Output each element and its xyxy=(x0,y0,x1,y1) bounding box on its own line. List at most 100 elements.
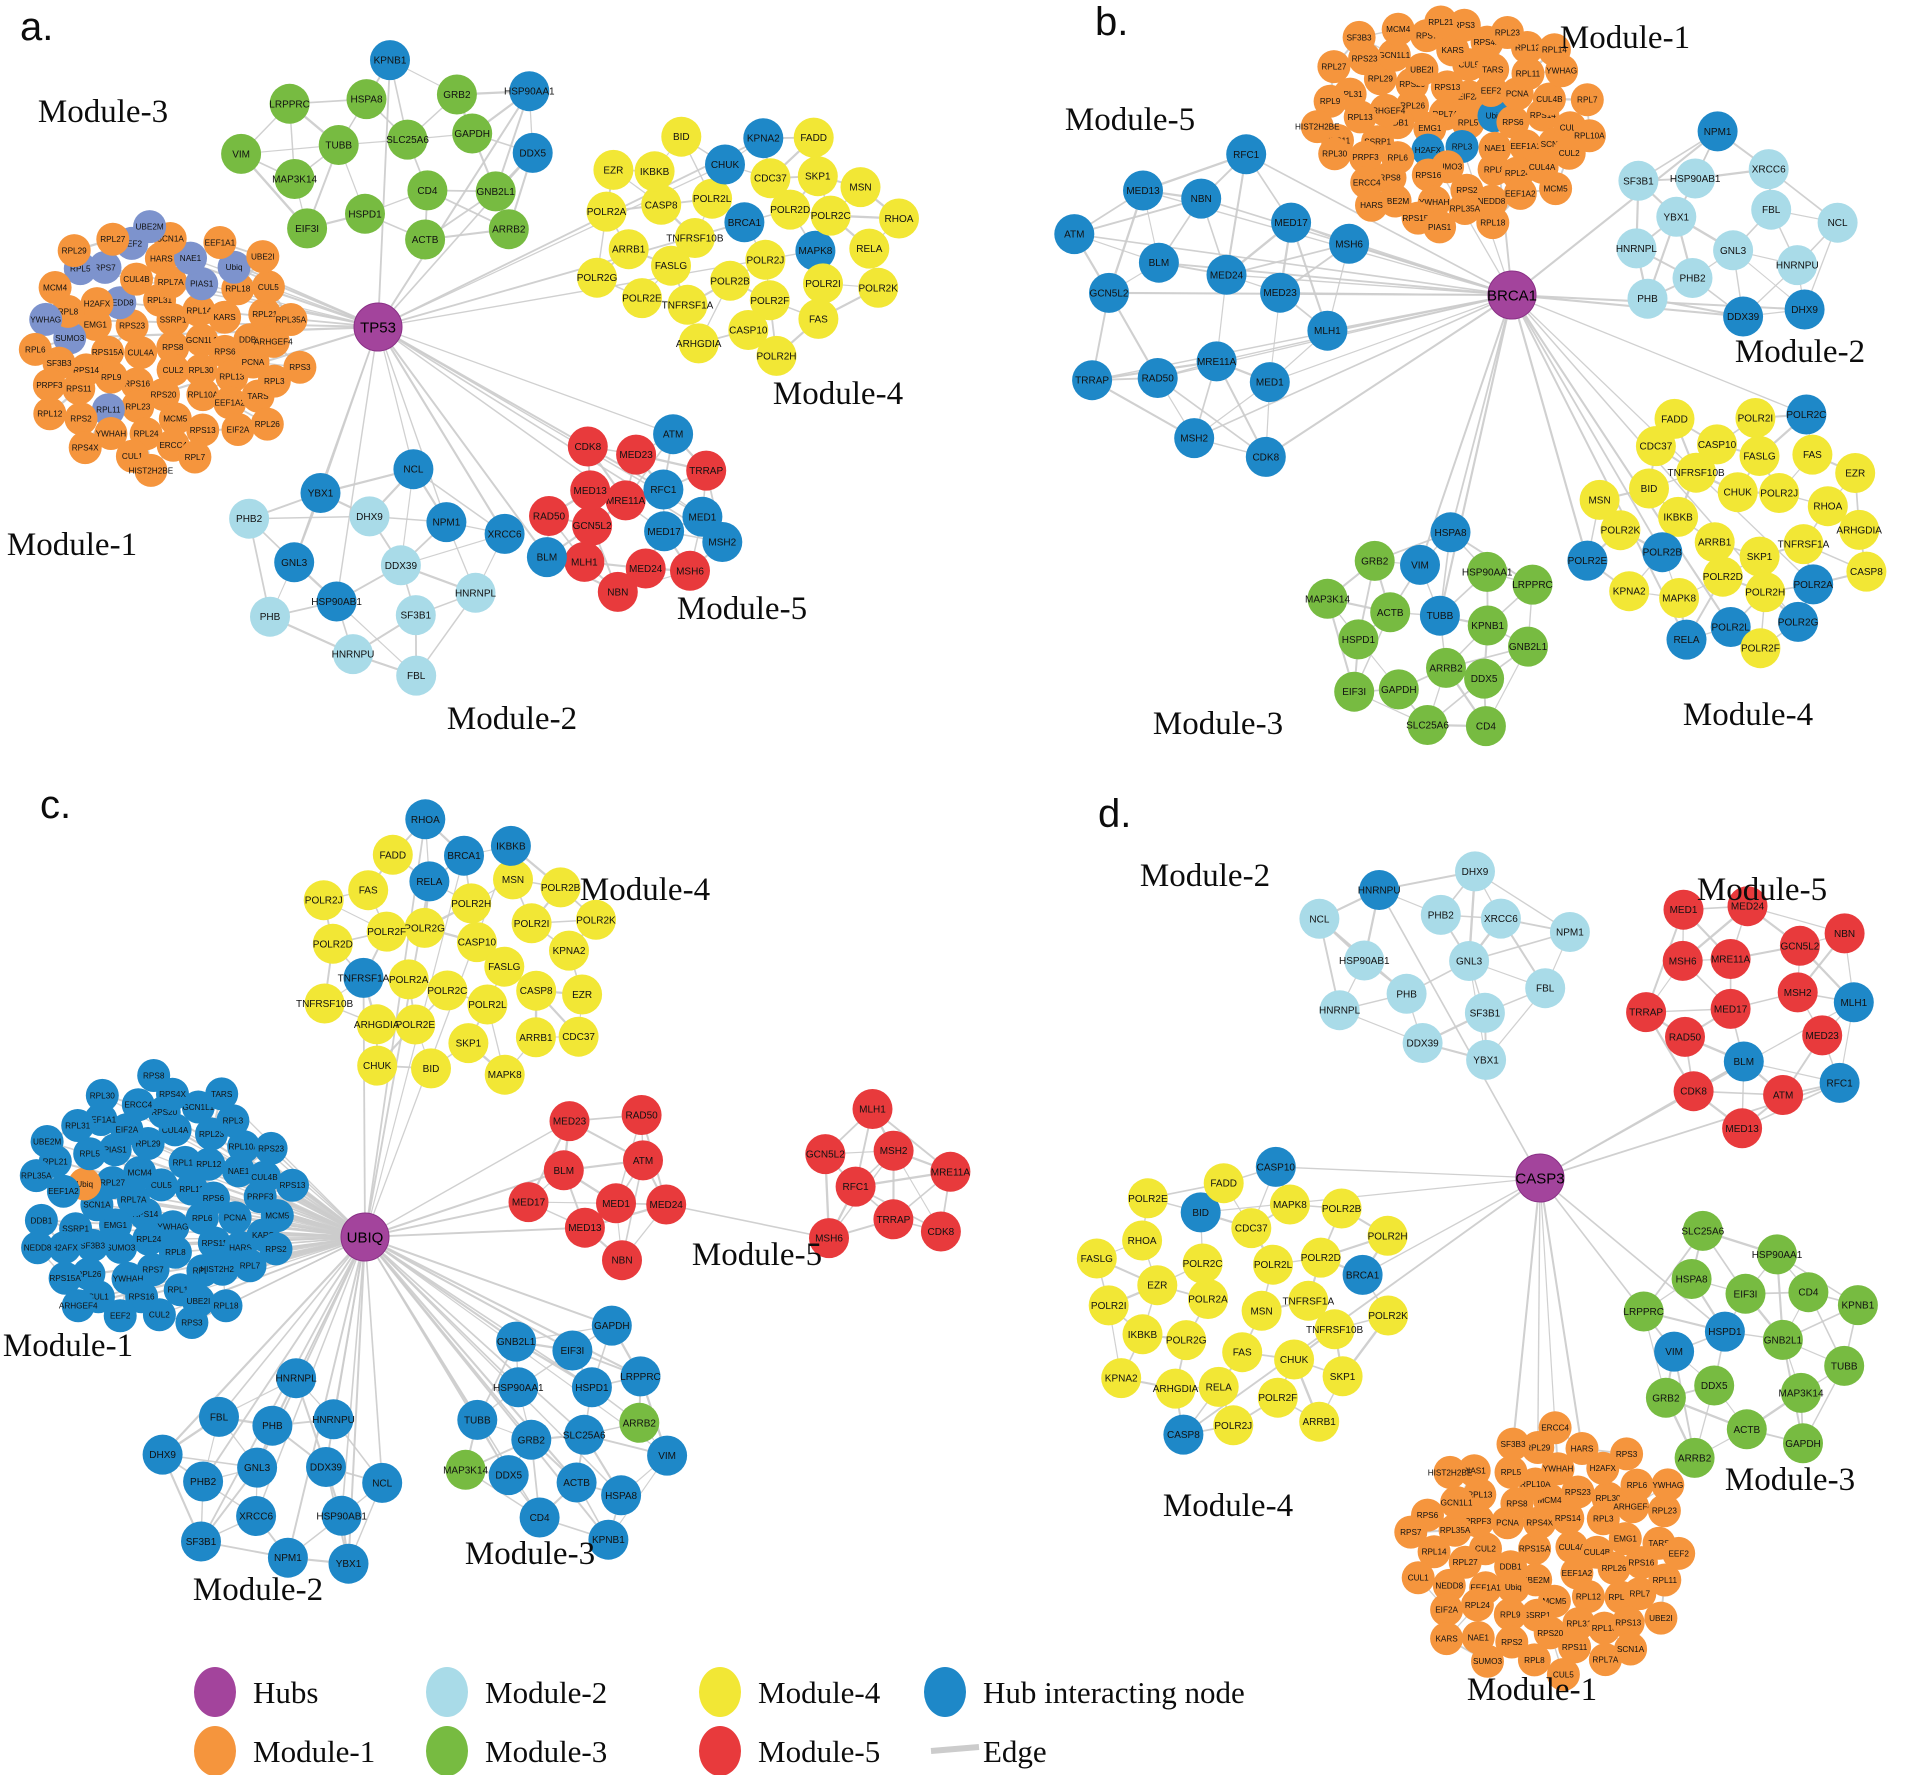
node-RAD50[interactable] xyxy=(529,496,569,536)
node-POLR2J[interactable] xyxy=(1759,473,1800,513)
node-CUL4B[interactable] xyxy=(120,262,153,296)
node-POLR2B[interactable] xyxy=(710,260,751,301)
node-PHB2[interactable] xyxy=(1672,258,1713,298)
node-TNFRSF1A[interactable] xyxy=(1783,524,1824,565)
node-RPS8[interactable] xyxy=(137,1059,171,1092)
node-POLR2A[interactable] xyxy=(586,191,627,232)
node-CD4[interactable] xyxy=(1788,1272,1829,1313)
node-RPL7[interactable] xyxy=(1570,83,1604,117)
node-EIF3I[interactable] xyxy=(1334,671,1375,712)
node-RAD50[interactable] xyxy=(621,1095,662,1135)
node-PRPF3[interactable] xyxy=(32,368,66,402)
node-EZR[interactable] xyxy=(1835,453,1876,493)
node-RPL14[interactable] xyxy=(1417,1535,1451,1569)
node-CUL4B[interactable] xyxy=(248,1160,281,1194)
node-SUMO3[interactable] xyxy=(104,1230,138,1264)
node-FASLG[interactable] xyxy=(484,946,525,987)
node-RFC1[interactable] xyxy=(1819,1062,1860,1103)
node-GCN1L1[interactable] xyxy=(1440,1486,1474,1519)
node-HNRNPL[interactable] xyxy=(1616,228,1657,269)
node-MED24[interactable] xyxy=(625,548,666,589)
node-GAPDH[interactable] xyxy=(1783,1423,1823,1464)
node-ARRB2[interactable] xyxy=(488,209,529,250)
node-RAD50[interactable] xyxy=(1137,358,1178,398)
node-RPL10A[interactable] xyxy=(227,1130,261,1164)
node-RPS2[interactable] xyxy=(64,402,98,436)
node-MLH1[interactable] xyxy=(1307,310,1348,351)
node-EIF3I[interactable] xyxy=(552,1330,593,1371)
node-HNRNPU[interactable] xyxy=(313,1399,354,1440)
node-HNRNPL[interactable] xyxy=(276,1358,317,1399)
node-HSPD1[interactable] xyxy=(1704,1311,1745,1352)
node-BLM[interactable] xyxy=(1138,242,1179,283)
node-GNL3[interactable] xyxy=(1449,941,1490,981)
node-MED24[interactable] xyxy=(1206,254,1247,295)
node-KPNA2[interactable] xyxy=(1101,1358,1142,1399)
node-ARRB1[interactable] xyxy=(515,1017,556,1058)
node-POLR2G[interactable] xyxy=(404,907,445,948)
node-UBE2M[interactable] xyxy=(133,210,167,244)
node-SKP1[interactable] xyxy=(448,1023,489,1064)
node-POLR2J[interactable] xyxy=(745,239,786,280)
node-SKP1[interactable] xyxy=(797,156,838,197)
node-PIAS1[interactable] xyxy=(1457,1454,1491,1488)
node-RPL18[interactable] xyxy=(209,1289,243,1323)
node-FADD[interactable] xyxy=(1654,398,1695,439)
node-NAE1[interactable] xyxy=(174,241,207,275)
node-POLR2J[interactable] xyxy=(303,880,344,921)
node-RPL35A[interactable] xyxy=(19,1159,53,1193)
node-MED1[interactable] xyxy=(596,1183,636,1224)
node-KPNA2[interactable] xyxy=(549,930,589,971)
node-TNFRSF10B[interactable] xyxy=(1314,1309,1355,1350)
node-RELA[interactable] xyxy=(849,228,890,269)
node-PRPF3[interactable] xyxy=(1349,140,1382,174)
node-ARRB2[interactable] xyxy=(619,1402,660,1443)
node-RPS23[interactable] xyxy=(1561,1475,1595,1509)
node-SKP1[interactable] xyxy=(1739,536,1780,577)
node-POLR2I[interactable] xyxy=(1735,398,1776,438)
node-ARRB1[interactable] xyxy=(1694,522,1735,563)
node-IKBKB[interactable] xyxy=(634,151,675,192)
node-PCNA[interactable] xyxy=(218,1201,252,1235)
node-RPL23[interactable] xyxy=(1490,16,1524,49)
node-RPS13[interactable] xyxy=(186,413,220,447)
node-POLR2D[interactable] xyxy=(1300,1237,1341,1278)
node-SF3B1[interactable] xyxy=(181,1521,221,1562)
hub-node-CASP3[interactable] xyxy=(1515,1153,1565,1203)
node-CUL4A[interactable] xyxy=(1555,1530,1589,1564)
node-POLR2F[interactable] xyxy=(749,280,790,321)
node-IKBKB[interactable] xyxy=(490,825,531,866)
node-MED1[interactable] xyxy=(1663,889,1704,930)
node-CASP10[interactable] xyxy=(1697,424,1737,465)
node-MED23[interactable] xyxy=(1802,1015,1843,1056)
node-KPNA2[interactable] xyxy=(1609,571,1650,612)
node-CHUK[interactable] xyxy=(1274,1339,1315,1380)
node-EEF1A2[interactable] xyxy=(213,386,247,420)
node-BRCA1[interactable] xyxy=(444,835,484,876)
node-RPS7[interactable] xyxy=(88,250,122,284)
node-NCL[interactable] xyxy=(1817,202,1858,243)
node-EEF2[interactable] xyxy=(103,1299,137,1333)
node-BID[interactable] xyxy=(1180,1192,1221,1233)
node-CASP8[interactable] xyxy=(1163,1414,1204,1455)
node-RFC1[interactable] xyxy=(643,469,684,510)
node-CHUK[interactable] xyxy=(1717,472,1758,513)
node-CUL5[interactable] xyxy=(251,270,285,304)
node-IKBKB[interactable] xyxy=(1658,496,1699,537)
node-RPL8[interactable] xyxy=(158,1235,192,1269)
node-MED13[interactable] xyxy=(570,470,611,511)
node-RPS3[interactable] xyxy=(283,350,317,384)
node-RPL3[interactable] xyxy=(257,364,291,398)
node-CDK8[interactable] xyxy=(1245,436,1286,477)
node-HSP90AA1[interactable] xyxy=(509,71,550,112)
node-RPL11[interactable] xyxy=(1648,1563,1682,1597)
node-HIST2H2BE[interactable] xyxy=(206,1252,239,1286)
node-EZR[interactable] xyxy=(593,149,634,190)
node-RPL30[interactable] xyxy=(1318,137,1352,171)
node-RPS20[interactable] xyxy=(1533,1616,1567,1650)
node-SF3B1[interactable] xyxy=(1464,992,1505,1033)
node-POLR2A[interactable] xyxy=(1188,1279,1228,1319)
node-YWHAG[interactable] xyxy=(29,302,63,336)
node-POLR2L[interactable] xyxy=(467,984,508,1025)
node-RPL27[interactable] xyxy=(1448,1545,1482,1579)
